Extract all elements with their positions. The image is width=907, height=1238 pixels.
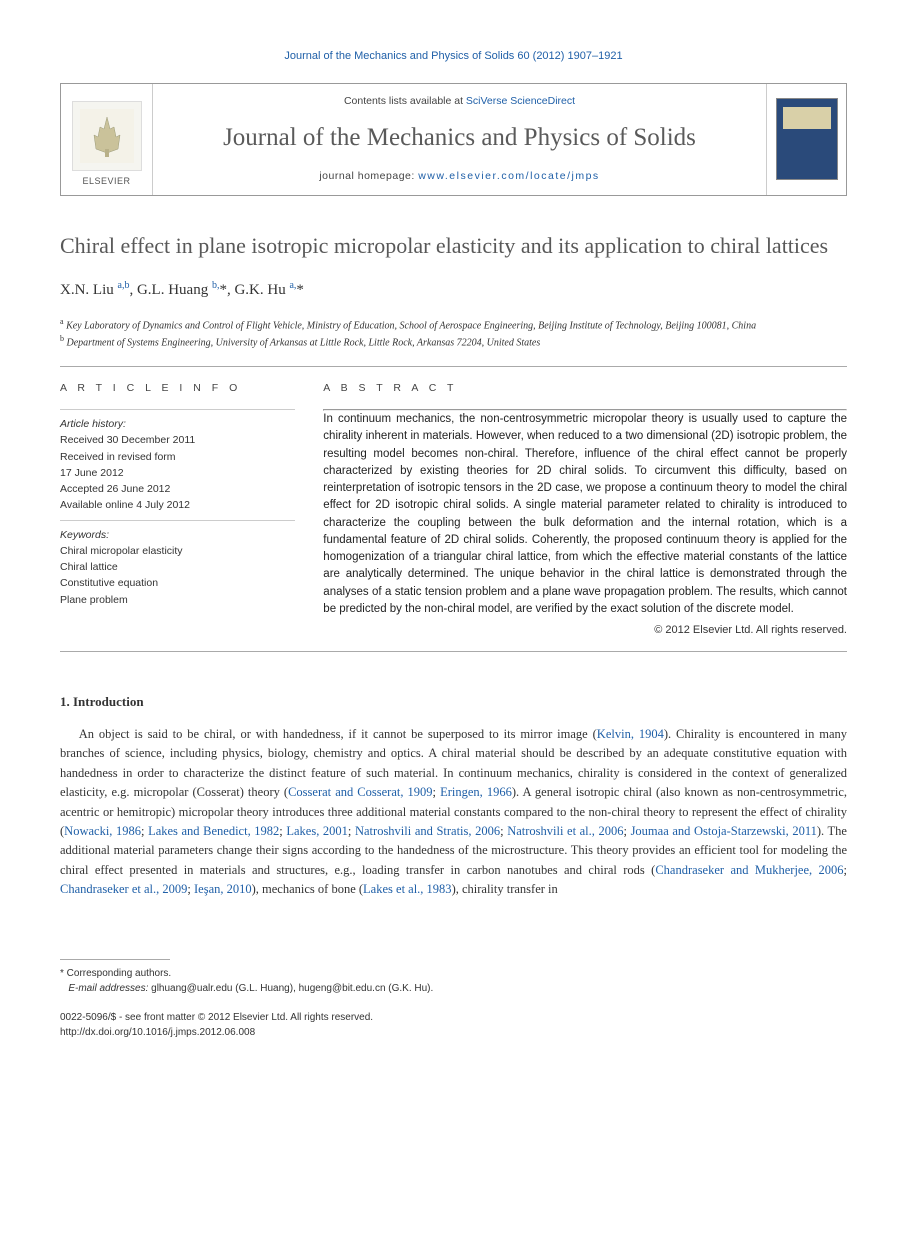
journal-cover-icon xyxy=(776,98,838,180)
section-heading-intro: 1. Introduction xyxy=(60,692,847,712)
homepage-link[interactable]: www.elsevier.com/locate/jmps xyxy=(418,170,599,182)
email-addresses: glhuang@ualr.edu (G.L. Huang), hugeng@bi… xyxy=(148,983,433,994)
info-abstract-row: A R T I C L E I N F O Article history: R… xyxy=(60,381,847,638)
author-list: X.N. Liu a,b, G.L. Huang b,*, G.K. Hu a,… xyxy=(60,278,847,302)
running-header: Journal of the Mechanics and Physics of … xyxy=(60,48,847,65)
elsevier-tree-icon xyxy=(72,101,142,171)
affiliation-a: a Key Laboratory of Dynamics and Control… xyxy=(60,316,847,333)
intro-paragraph: An object is said to be chiral, or with … xyxy=(60,725,847,899)
page-container: Journal of the Mechanics and Physics of … xyxy=(0,0,907,1080)
doi-line: http://dx.doi.org/10.1016/j.jmps.2012.06… xyxy=(60,1025,847,1040)
corresponding-note: * Corresponding authors. xyxy=(60,966,847,981)
masthead-center: Contents lists available at SciVerse Sci… xyxy=(153,84,766,195)
contents-line: Contents lists available at SciVerse Sci… xyxy=(169,94,750,110)
divider xyxy=(60,520,295,521)
received-date: Received 30 December 2011 xyxy=(60,432,295,448)
homepage-line: journal homepage: www.elsevier.com/locat… xyxy=(169,169,750,185)
footnotes: * Corresponding authors. E-mail addresse… xyxy=(60,966,847,996)
abstract-col: A B S T R A C T In continuum mechanics, … xyxy=(323,381,847,638)
keywords-block: Keywords: Chiral micropolar elasticity C… xyxy=(60,527,295,608)
bottom-meta: 0022-5096/$ - see front matter © 2012 El… xyxy=(60,1010,847,1040)
article-history: Article history: Received 30 December 20… xyxy=(60,416,295,514)
publisher-logo-block: ELSEVIER xyxy=(61,84,153,195)
affiliation-b: b Department of Systems Engineering, Uni… xyxy=(60,333,847,350)
divider xyxy=(60,366,847,367)
homepage-prefix: journal homepage: xyxy=(319,170,418,182)
abstract-copyright: © 2012 Elsevier Ltd. All rights reserved… xyxy=(323,622,847,639)
article-title: Chiral effect in plane isotropic micropo… xyxy=(60,232,847,261)
keyword: Chiral micropolar elasticity xyxy=(60,543,295,559)
abstract-text: In continuum mechanics, the non-centrosy… xyxy=(323,411,847,618)
online-date: Available online 4 July 2012 xyxy=(60,497,295,513)
keyword: Constitutive equation xyxy=(60,575,295,591)
abstract-label: A B S T R A C T xyxy=(323,381,847,397)
contents-prefix: Contents lists available at xyxy=(344,95,466,107)
divider xyxy=(60,651,847,652)
elsevier-label: ELSEVIER xyxy=(82,175,130,189)
keywords-label: Keywords: xyxy=(60,527,295,543)
issn-line: 0022-5096/$ - see front matter © 2012 El… xyxy=(60,1010,847,1025)
email-label: E-mail addresses: xyxy=(68,983,148,994)
email-line: E-mail addresses: glhuang@ualr.edu (G.L.… xyxy=(60,981,847,996)
revised-line1: Received in revised form xyxy=(60,449,295,465)
history-label: Article history: xyxy=(60,416,295,432)
footnote-separator xyxy=(60,959,170,960)
keyword: Plane problem xyxy=(60,592,295,608)
revised-line2: 17 June 2012 xyxy=(60,465,295,481)
accepted-date: Accepted 26 June 2012 xyxy=(60,481,295,497)
sciencedirect-link[interactable]: SciVerse ScienceDirect xyxy=(466,95,575,107)
masthead: ELSEVIER Contents lists available at Sci… xyxy=(60,83,847,196)
journal-title: Journal of the Mechanics and Physics of … xyxy=(169,119,750,157)
article-info-col: A R T I C L E I N F O Article history: R… xyxy=(60,381,295,638)
affiliations: a Key Laboratory of Dynamics and Control… xyxy=(60,316,847,351)
keyword: Chiral lattice xyxy=(60,559,295,575)
divider xyxy=(60,409,295,410)
article-info-label: A R T I C L E I N F O xyxy=(60,381,295,397)
cover-thumb-block xyxy=(766,84,846,195)
